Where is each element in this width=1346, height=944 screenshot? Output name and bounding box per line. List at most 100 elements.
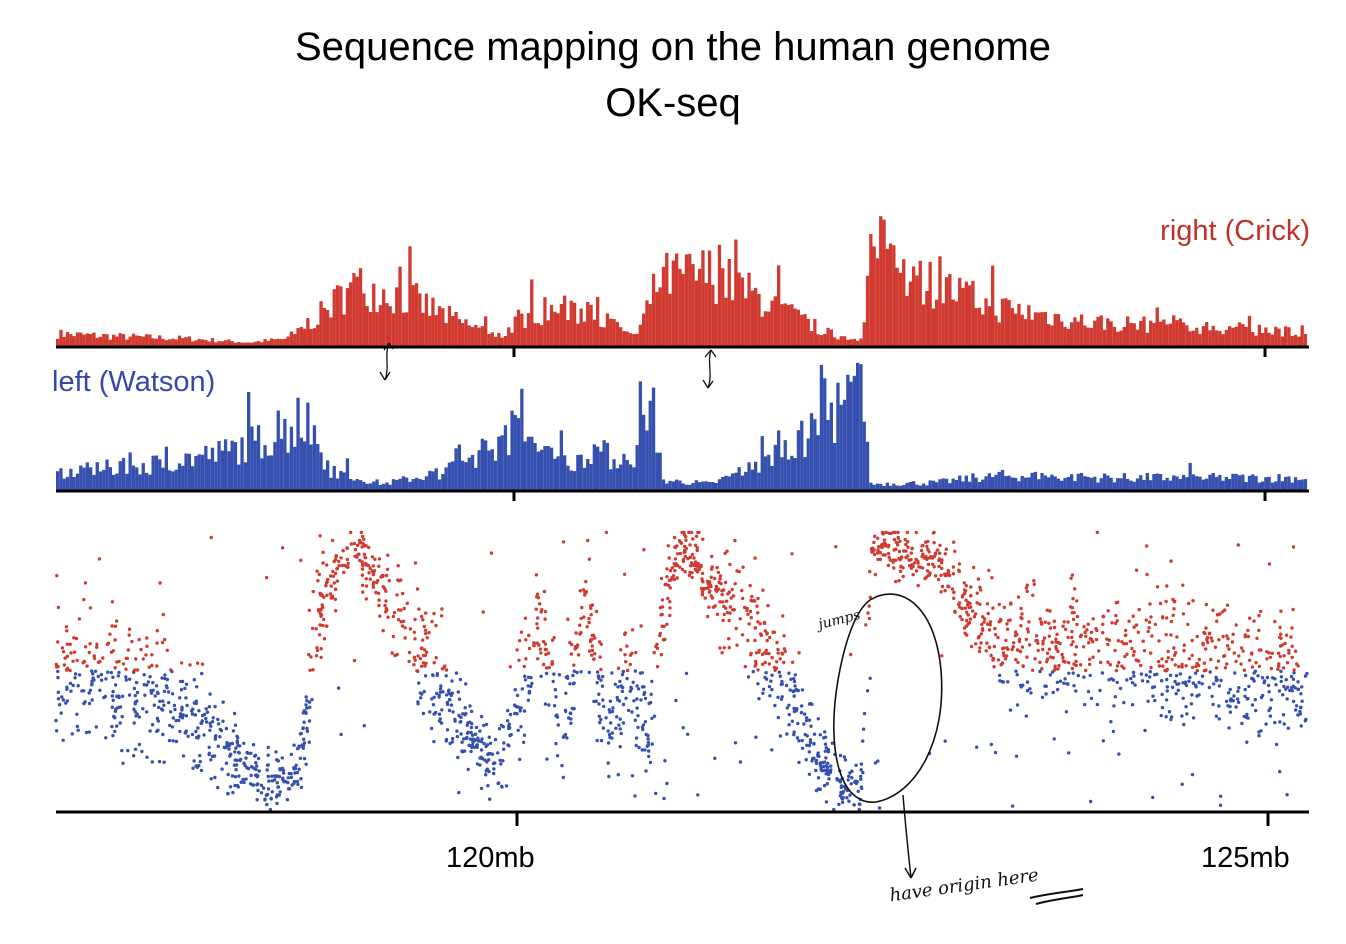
rfd-point-crick bbox=[722, 612, 726, 617]
watson-density-bar bbox=[885, 482, 889, 490]
rfd-point-crick bbox=[413, 658, 417, 662]
rfd-point-crick bbox=[1005, 622, 1009, 626]
rfd-point-crick bbox=[330, 596, 335, 600]
rfd-point-watson bbox=[149, 688, 153, 693]
rfd-point-crick bbox=[342, 570, 346, 575]
rfd-point-watson bbox=[620, 672, 625, 677]
rfd-point-watson bbox=[92, 678, 96, 682]
rfd-point-crick bbox=[1164, 633, 1168, 637]
rfd-point-watson bbox=[1152, 673, 1157, 677]
rfd-point-crick bbox=[364, 577, 368, 581]
rfd-point-watson bbox=[479, 714, 484, 719]
watson-density-bar bbox=[1050, 474, 1054, 490]
watson-density-bar bbox=[72, 477, 76, 490]
watson-density-bar bbox=[65, 476, 70, 490]
rfd-point-crick bbox=[1214, 666, 1219, 670]
crick-density-bar bbox=[289, 331, 294, 346]
crick-density-bar bbox=[658, 287, 662, 346]
rfd-point-crick bbox=[932, 541, 936, 545]
rfd-point-crick bbox=[951, 572, 956, 576]
rfd-point-crick bbox=[341, 549, 345, 553]
rfd-point-watson bbox=[99, 672, 104, 677]
crick-density-bar bbox=[418, 293, 422, 346]
rfd-point-watson bbox=[56, 675, 60, 680]
rfd-point-watson bbox=[1218, 794, 1223, 798]
rfd-point-crick bbox=[1216, 612, 1221, 617]
crick-density-bar bbox=[256, 341, 261, 346]
rfd-point-watson bbox=[1175, 682, 1179, 686]
watson-density-bar bbox=[1063, 477, 1067, 490]
rfd-point-watson bbox=[141, 707, 145, 711]
rfd-point-watson bbox=[476, 736, 480, 740]
crick-density-bar bbox=[309, 329, 313, 346]
rfd-point-watson bbox=[235, 783, 240, 788]
rfd-point-watson bbox=[110, 694, 115, 698]
rfd-point-watson bbox=[244, 756, 248, 760]
rfd-point-watson bbox=[808, 740, 813, 745]
watson-density-bar bbox=[1237, 475, 1242, 490]
rfd-point-crick bbox=[742, 605, 747, 610]
watson-density-bar bbox=[283, 418, 287, 490]
watson-density-bar bbox=[1014, 477, 1018, 490]
rfd-point-crick bbox=[570, 642, 574, 647]
crick-density-bar bbox=[790, 304, 794, 346]
rfd-point-crick bbox=[867, 616, 872, 621]
rfd-point-crick bbox=[1101, 615, 1106, 619]
rfd-point-watson bbox=[607, 774, 611, 779]
watson-density-bar bbox=[912, 481, 916, 490]
watson-density-bar bbox=[424, 476, 429, 490]
rfd-point-crick bbox=[1115, 664, 1120, 668]
crick-density-bar bbox=[823, 333, 827, 346]
crick-density-bar bbox=[1106, 318, 1110, 346]
rfd-point-crick bbox=[931, 562, 935, 566]
rfd-point-watson bbox=[763, 675, 767, 680]
rfd-point-crick bbox=[782, 660, 786, 665]
rfd-point-crick bbox=[307, 652, 311, 657]
rfd-point-crick bbox=[444, 668, 449, 672]
crick-density-bar bbox=[833, 337, 837, 346]
rfd-point-watson bbox=[1187, 679, 1191, 683]
rfd-point-crick bbox=[1045, 651, 1050, 655]
rfd-point-watson bbox=[473, 745, 477, 749]
rfd-point-watson bbox=[597, 702, 601, 706]
rfd-point-crick bbox=[331, 569, 335, 574]
rfd-point-watson bbox=[229, 752, 233, 756]
rfd-point-crick bbox=[727, 618, 731, 623]
rfd-point-crick bbox=[69, 651, 73, 655]
crick-density-bar bbox=[89, 334, 93, 346]
rfd-point-crick bbox=[686, 556, 690, 561]
rfd-point-crick bbox=[1227, 647, 1231, 651]
watson-density-bar bbox=[95, 462, 99, 490]
rfd-point-watson bbox=[809, 724, 813, 728]
watson-density-bar bbox=[1112, 482, 1117, 490]
crick-density-bar bbox=[1287, 327, 1291, 346]
rfd-point-crick bbox=[604, 530, 609, 535]
rfd-point-watson bbox=[216, 744, 220, 748]
crick-density-bar bbox=[530, 279, 534, 346]
rfd-point-watson bbox=[1254, 708, 1258, 713]
rfd-point-crick bbox=[543, 617, 547, 621]
rfd-point-crick bbox=[1222, 654, 1227, 658]
crick-density-bar bbox=[260, 342, 264, 346]
crick-density-bar bbox=[316, 324, 320, 346]
rfd-point-watson bbox=[226, 791, 230, 796]
crick-density-bar bbox=[1096, 316, 1100, 346]
rfd-point-crick bbox=[1113, 648, 1117, 653]
crick-density-bar bbox=[1033, 312, 1038, 346]
watson-density-bar bbox=[345, 458, 350, 490]
rfd-point-watson bbox=[554, 714, 558, 718]
rfd-point-crick bbox=[733, 582, 737, 586]
rfd-point-watson bbox=[161, 732, 165, 737]
rfd-point-watson bbox=[1006, 680, 1010, 684]
rfd-point-watson bbox=[133, 710, 137, 714]
watson-density-bar bbox=[925, 485, 929, 490]
rfd-point-crick bbox=[927, 573, 931, 577]
rfd-point-crick bbox=[441, 666, 446, 670]
watson-density-bar bbox=[918, 485, 922, 490]
rfd-point-watson bbox=[76, 728, 80, 732]
watson-density-bar bbox=[1023, 477, 1028, 490]
rfd-point-crick bbox=[1201, 643, 1205, 647]
rfd-point-crick bbox=[1292, 668, 1296, 672]
rfd-point-crick bbox=[314, 627, 318, 631]
rfd-point-watson bbox=[505, 719, 510, 723]
